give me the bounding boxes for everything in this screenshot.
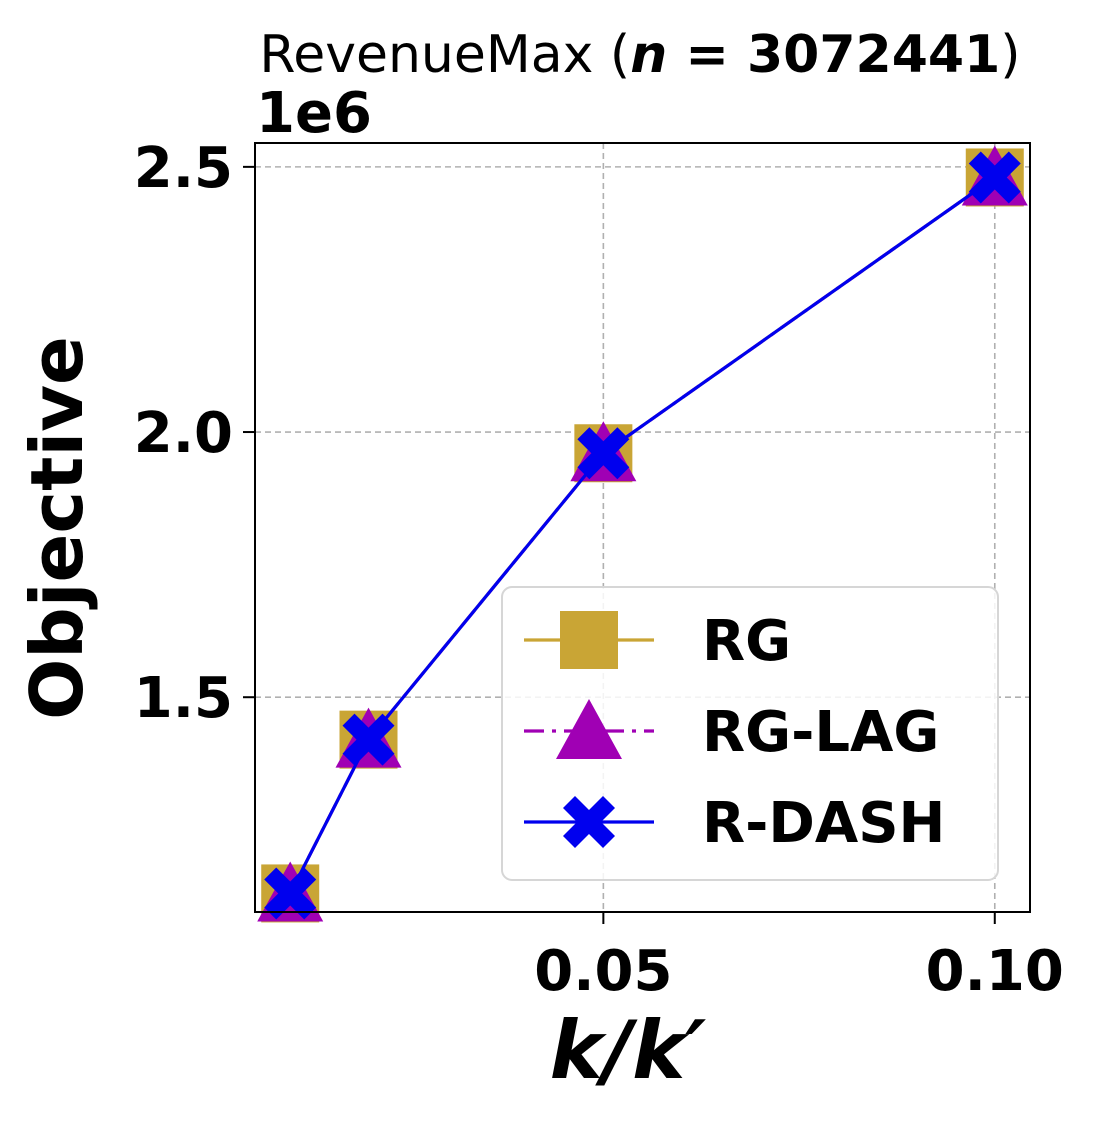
legend-box (501, 586, 999, 881)
legend-label: RG (702, 609, 791, 674)
x-tick-label: 0.10 (926, 939, 1064, 1004)
x-axis-label: k/k′ (550, 1004, 707, 1097)
legend-item-rg-lag: RG-LAG (524, 699, 939, 765)
y-tick-label: 2.0 (134, 401, 233, 466)
data-point (577, 427, 630, 480)
series-line (288, 176, 996, 895)
legend: RG RG-LAG R-DASH (501, 586, 999, 881)
ticks: 1.5 2.0 2.5 0.05 0.10 (134, 136, 1064, 1004)
y-tick-label: 1.5 (134, 666, 233, 731)
y-offset-label: 1e6 (256, 81, 372, 146)
title-prefix: RevenueMax ( (259, 25, 630, 85)
plot-frame (254, 142, 1031, 913)
legend-marker (563, 796, 615, 848)
legend-item-r-dash: R-DASH (524, 791, 945, 856)
chart-title: RevenueMax (n = 3072441) (259, 25, 1020, 85)
legend-item-rg: RG (524, 609, 791, 674)
title-eq: = (667, 25, 747, 85)
legend-label: R-DASH (702, 791, 945, 856)
data-point (264, 867, 317, 920)
x-tick-label: 0.05 (534, 939, 672, 1004)
title-value: 3072441 (747, 25, 1000, 85)
legend-marker (560, 611, 618, 669)
legend-label: RG-LAG (702, 700, 939, 765)
data-point (342, 713, 395, 766)
title-var: n (630, 25, 667, 85)
y-axis-label: Objective (15, 336, 99, 720)
title-suffix: ) (1000, 25, 1020, 85)
data-point (968, 151, 1021, 204)
series-r-dash (264, 151, 1021, 920)
legend-items: RG RG-LAG R-DASH (524, 609, 945, 856)
legend-marker (556, 699, 622, 759)
y-tick-label: 2.5 (134, 136, 233, 201)
